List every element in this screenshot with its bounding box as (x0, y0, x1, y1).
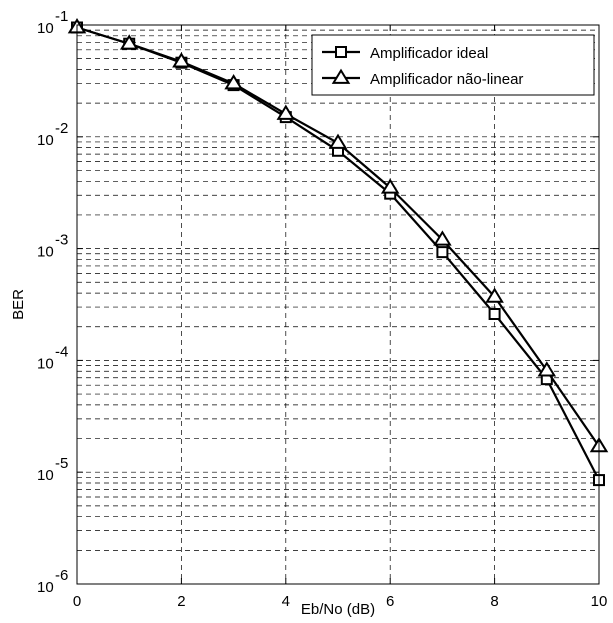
x-tick-label: 4 (282, 593, 290, 610)
data-point (276, 104, 296, 120)
data-point (488, 308, 501, 321)
x-axis-title: Eb/No (dB) (301, 601, 375, 618)
y-tick-base: 10 (37, 579, 54, 596)
data-point (433, 230, 452, 246)
legend-marker (335, 46, 347, 58)
y-tick-base: 10 (37, 244, 54, 261)
legend: Amplificador ideal Amplificador não-linea… (311, 34, 595, 96)
data-point (380, 178, 400, 194)
data-point (224, 74, 243, 90)
x-tick-label: 10 (591, 593, 608, 610)
y-tick-label: 10-5 (37, 455, 68, 484)
y-tick-base: 10 (37, 355, 54, 372)
plot-frame (76, 24, 600, 585)
y-tick-label: 10-2 (37, 120, 68, 149)
legend-box (311, 34, 595, 96)
data-point (436, 246, 449, 259)
legend-item: Amplificador ideal (322, 45, 488, 62)
y-tick-exponent: -3 (55, 232, 68, 249)
legend-label: Amplificador ideal (370, 45, 488, 62)
grid (76, 24, 600, 585)
legend-marker (331, 68, 351, 84)
y-tick-exponent: -5 (55, 455, 68, 472)
y-tick-exponent: -6 (55, 567, 68, 584)
y-tick-label: 10-3 (37, 232, 68, 261)
y-tick-base: 10 (37, 132, 54, 149)
y-tick-label: 10-6 (37, 567, 68, 596)
y-tick-label: 10-1 (37, 8, 68, 37)
data-point (119, 34, 139, 50)
y-axis-title: BER (10, 289, 27, 320)
y-tick-exponent: -1 (55, 8, 68, 25)
data-point (328, 133, 348, 149)
x-tick-label: 2 (177, 593, 185, 610)
legend-item: Amplificador não-linear (322, 68, 523, 88)
y-tick-exponent: -2 (55, 120, 68, 137)
data-point (537, 361, 557, 377)
data-point (485, 287, 504, 303)
y-tick-label: 10-4 (37, 343, 68, 372)
x-tick-label: 6 (386, 593, 394, 610)
x-tick-label: 8 (490, 593, 498, 610)
legend-label: Amplificador não-linear (370, 71, 523, 88)
y-tick-exponent: -4 (55, 343, 68, 360)
y-tick-base: 10 (37, 20, 54, 37)
x-tick-label: 0 (73, 593, 81, 610)
data-point (172, 52, 191, 68)
y-tick-base: 10 (37, 467, 54, 484)
series-2 (67, 18, 609, 453)
